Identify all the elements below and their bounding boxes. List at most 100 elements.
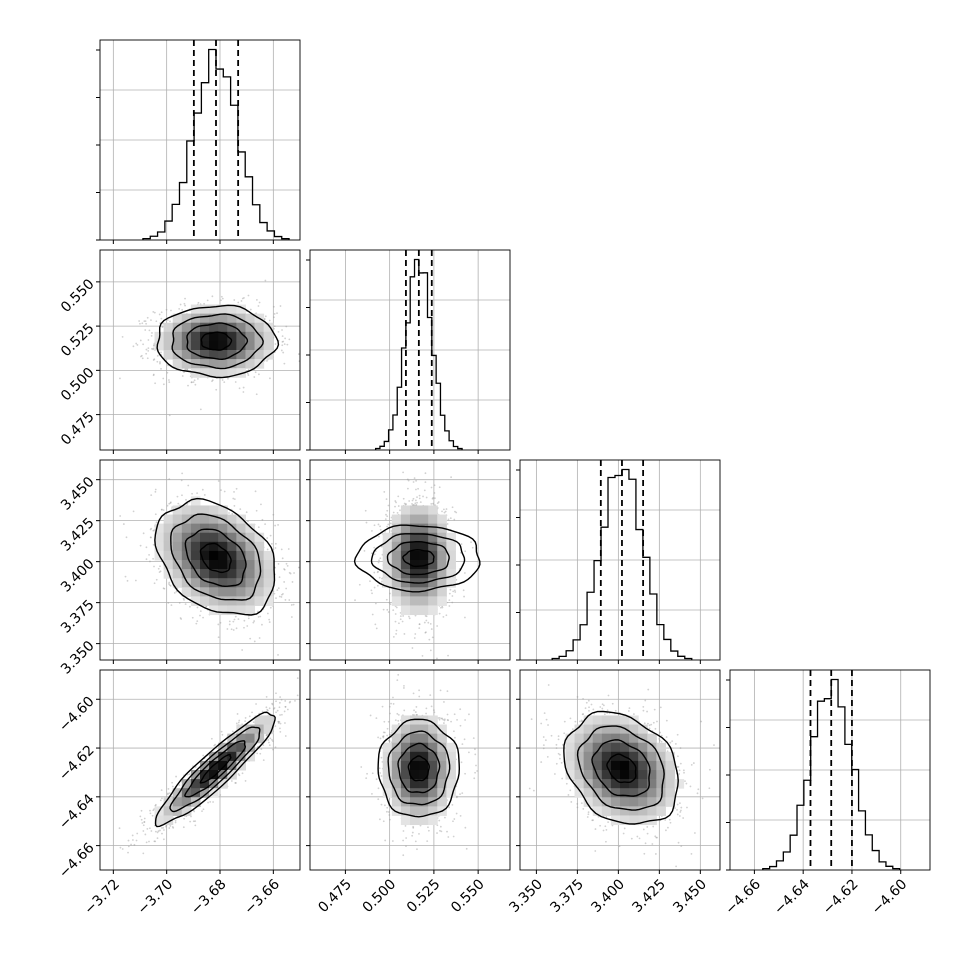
scatter-point (386, 806, 389, 809)
scatter-point (659, 739, 661, 742)
scatter-point (183, 302, 186, 305)
scatter-point (255, 393, 258, 396)
scatter-point (454, 510, 456, 513)
scatter-point (561, 777, 564, 780)
scatter-point (386, 734, 389, 737)
density-cell (163, 523, 174, 534)
scatter-point (441, 606, 444, 609)
scatter-point (181, 494, 183, 497)
scatter-point (149, 528, 152, 531)
density-cell (601, 733, 612, 744)
scatter-point (411, 831, 414, 834)
scatter-point (139, 815, 142, 818)
scatter-point (305, 343, 307, 345)
scatter-point (258, 301, 261, 304)
scatter-point (151, 332, 153, 334)
scatter-point (285, 587, 288, 590)
density-cell (428, 578, 438, 588)
scatter-point (387, 811, 390, 813)
density-cell (236, 560, 246, 570)
scatter-point (155, 578, 158, 581)
density-cell (181, 587, 192, 597)
scatter-point (233, 498, 236, 500)
scatter-point (233, 299, 236, 301)
scatter-point (443, 719, 446, 722)
scatter-point (379, 557, 382, 560)
scatter-point (136, 832, 139, 835)
scatter-point (675, 865, 678, 868)
scatter-point (121, 848, 124, 850)
scatter-point (591, 819, 594, 822)
scatter-point (171, 785, 174, 788)
scatter-point (274, 524, 277, 527)
density-cell (391, 779, 402, 789)
density-cell (428, 514, 438, 525)
contour-fill (564, 712, 678, 824)
density-cell (218, 596, 228, 606)
scatter-point (453, 518, 456, 521)
density-cell (245, 322, 256, 333)
scatter-point (237, 618, 240, 621)
scatter-point (379, 737, 382, 740)
density-cell (227, 733, 237, 744)
density-cell (382, 779, 393, 789)
scatter-point (125, 536, 128, 539)
scatter-point (121, 335, 124, 338)
density-cell (190, 779, 201, 789)
scatter-point (677, 755, 679, 758)
scatter-point (676, 803, 679, 806)
density-cell (181, 569, 192, 579)
scatter-point (159, 362, 161, 365)
scatter-point (246, 372, 249, 375)
scatter-point (455, 796, 458, 799)
scatter-point (542, 736, 545, 738)
density-cell (565, 760, 576, 771)
scatter-point (436, 625, 439, 627)
scatter-point (447, 836, 450, 838)
scatter-point (678, 773, 681, 775)
density-cell (638, 760, 648, 771)
density-cell (227, 770, 237, 780)
scatter-point (283, 568, 285, 570)
density-cell (190, 587, 201, 597)
scatter-point (160, 508, 163, 511)
scatter-point (678, 815, 681, 817)
density-cells (382, 715, 456, 826)
density-cell (218, 313, 228, 324)
scatter-point (542, 747, 545, 750)
density-cell (227, 359, 237, 369)
density-cell (200, 788, 210, 798)
scatter-point (424, 472, 427, 475)
scatter-point (377, 523, 380, 526)
scatter-point (134, 579, 137, 582)
density-cell (190, 596, 201, 606)
scatter-point (544, 739, 547, 742)
scatter-point (178, 307, 181, 310)
scatter-point (423, 621, 426, 624)
density-cell (245, 541, 256, 552)
density-cell (400, 733, 411, 744)
density-cell (181, 541, 192, 552)
scatter-point (379, 528, 382, 531)
density-cell (190, 560, 201, 570)
scatter-point (394, 620, 397, 623)
scatter-point (148, 840, 150, 843)
panel-frame (309, 249, 511, 451)
scatter-point (219, 794, 222, 796)
scatter-point (371, 592, 373, 595)
scatter-point (451, 803, 454, 806)
scatter-point (258, 637, 261, 639)
density-cell (410, 505, 420, 516)
density-cell (190, 523, 201, 534)
scatter-point (176, 495, 179, 498)
scatter-point (381, 545, 383, 548)
density-cell (428, 587, 438, 597)
density-cell (227, 514, 237, 525)
scatter-point (274, 343, 277, 345)
density-cell (400, 560, 411, 570)
density-cell (209, 359, 219, 369)
density-cell (254, 587, 265, 597)
scatter-point (153, 358, 156, 361)
scatter-point (646, 826, 649, 828)
scatter-point (592, 708, 595, 711)
